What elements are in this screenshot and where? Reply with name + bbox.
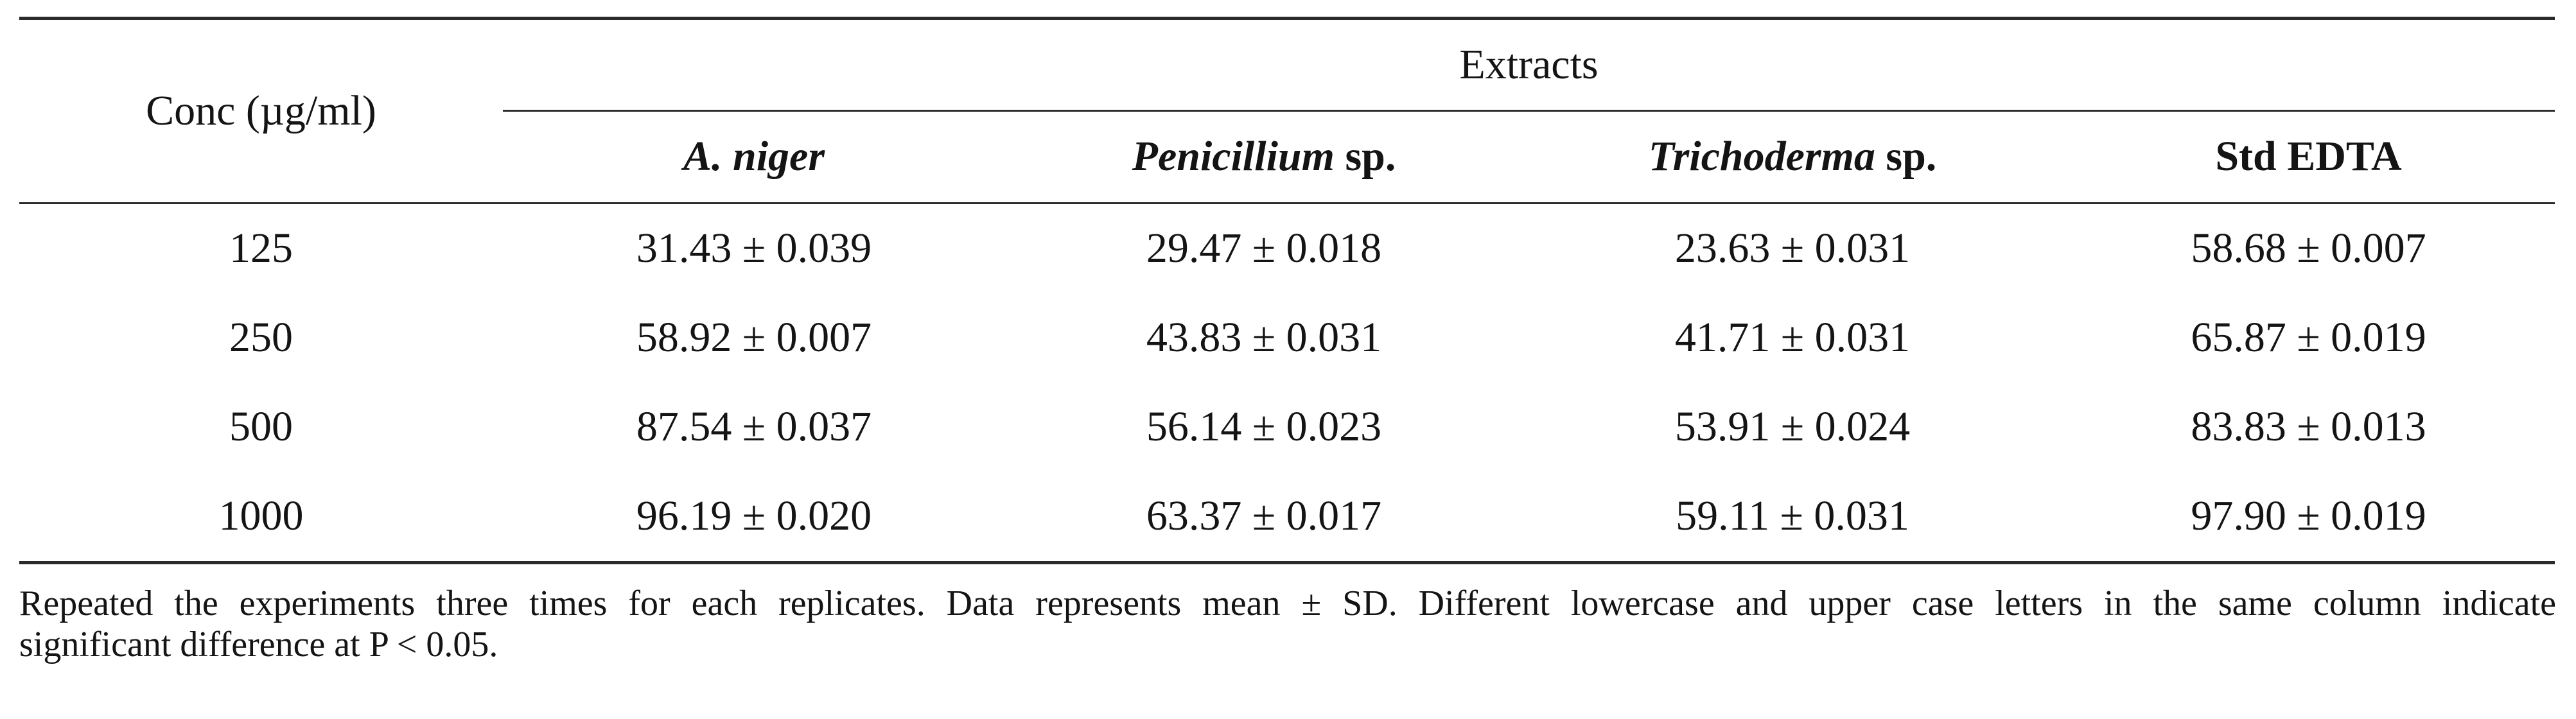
- conc-cell: 125: [229, 225, 293, 272]
- conc-cell: 250: [229, 314, 293, 361]
- value-cell-std-edta: 58.68 ± 0.007: [2191, 225, 2426, 272]
- col-header-penicillium-italic: Penicillium: [1132, 133, 1335, 180]
- header-row-columns: A. niger Penicillium sp. Trichoderma sp.…: [19, 110, 2555, 204]
- value-cell-penicillium: 29.47 ± 0.018: [1146, 225, 1382, 272]
- extracts-group-header: Extracts: [503, 18, 2555, 112]
- col-header-std-edta-rest: Std EDTA: [2215, 133, 2402, 180]
- value-cell-penicillium: 43.83 ± 0.031: [1146, 314, 1382, 361]
- col-header-penicillium: Penicillium sp.: [1005, 110, 1523, 204]
- header-row-extracts: Conc (µg/ml) Extracts: [19, 18, 2555, 204]
- value-cell-a-niger: 31.43 ± 0.039: [636, 225, 872, 272]
- conc-header-label: Conc (µg/ml): [146, 87, 376, 134]
- value-cell-trichoderma: 59.11 ± 0.031: [1676, 492, 1909, 540]
- value-cell-trichoderma: 53.91 ± 0.024: [1674, 403, 1911, 451]
- value-cell-penicillium: 56.14 ± 0.023: [1146, 403, 1382, 451]
- footnote-line-2: significant difference at P < 0.05.: [19, 625, 498, 664]
- extracts-group-label: Extracts: [1459, 40, 1599, 88]
- col-header-std-edta: Std EDTA: [2062, 110, 2555, 204]
- col-header-trichoderma: Trichoderma sp.: [1523, 110, 2062, 204]
- value-cell-trichoderma: 23.63 ± 0.031: [1674, 225, 1911, 272]
- col-header-a-niger: A. niger: [503, 110, 1005, 204]
- conc-cell: 1000: [218, 492, 304, 540]
- col-header-a-niger-italic: A. niger: [683, 133, 825, 180]
- value-cell-a-niger: 58.92 ± 0.007: [636, 314, 872, 361]
- value-cell-penicillium: 63.37 ± 0.017: [1146, 492, 1382, 540]
- results-table: Conc (µg/ml) Extracts A. niger Penicilli…: [19, 17, 2555, 564]
- value-cell-a-niger: 96.19 ± 0.020: [636, 492, 872, 540]
- table-row-125: 125 31.43 ± 0.039 29.47 ± 0.018 23.63 ± …: [19, 204, 2555, 294]
- col-header-trichoderma-italic: Trichoderma: [1648, 133, 1875, 180]
- col-header-trichoderma-rest: sp.: [1875, 133, 1937, 180]
- value-cell-trichoderma: 41.71 ± 0.031: [1674, 314, 1911, 361]
- footnote-line-1: Repeated the experiments three times for…: [19, 584, 2556, 623]
- table-row-250: 250 58.92 ± 0.007 43.83 ± 0.031 41.71 ± …: [19, 293, 2555, 383]
- conc-cell: 500: [229, 403, 293, 451]
- col-header-penicillium-rest: sp.: [1334, 133, 1396, 180]
- value-cell-a-niger: 87.54 ± 0.037: [636, 403, 872, 451]
- value-cell-std-edta: 83.83 ± 0.013: [2191, 403, 2426, 451]
- value-cell-std-edta: 97.90 ± 0.019: [2191, 492, 2426, 540]
- table-row-1000: 1000 96.19 ± 0.020 63.37 ± 0.017 59.11 ±…: [19, 472, 2555, 563]
- value-cell-std-edta: 65.87 ± 0.019: [2191, 314, 2426, 361]
- conc-column-header: Conc (µg/ml): [19, 18, 503, 204]
- table-row-500: 500 87.54 ± 0.037 56.14 ± 0.023 53.91 ± …: [19, 383, 2555, 472]
